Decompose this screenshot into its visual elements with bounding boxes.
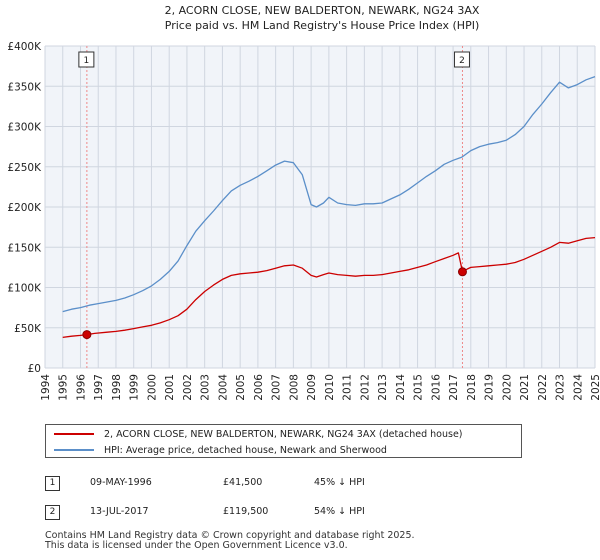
chart-subtitle: Price paid vs. HM Land Registry's House … [165,19,480,32]
footer-line-1: Contains HM Land Registry data © Crown c… [45,530,415,541]
annotation-label-2: 2 [459,56,465,66]
sale-point-2 [457,267,467,277]
y-tick-label: £200K [7,202,42,214]
x-tick-label: 2022 [537,374,549,401]
legend-item-property: 2, ACORN CLOSE, NEW BALDERTON, NEWARK, N… [54,426,463,442]
x-tick-label: 2005 [235,374,247,401]
y-tick-label: £250K [7,162,42,174]
y-tick-label: £100K [7,283,42,295]
legend-swatch-hpi [54,449,94,451]
x-tick-label: 2002 [182,374,194,401]
legend: 2, ACORN CLOSE, NEW BALDERTON, NEWARK, N… [45,424,522,458]
table-row-badge: 1 [45,476,60,491]
x-tick-label: 2013 [377,374,389,401]
table-row-price: £41,500 [223,477,263,488]
y-tick-label: £300K [7,122,42,134]
x-tick-label: 2014 [395,374,407,401]
sale-point-1 [82,330,92,340]
series-line-hpi [62,75,596,313]
series-line-property [62,236,596,339]
x-tick-label: 2007 [271,374,283,401]
x-tick-label: 1999 [129,374,141,401]
x-tick-label: 2024 [572,374,584,401]
x-tick-label: 2023 [555,374,567,401]
x-tick-label: 2020 [501,374,513,401]
y-tick-label: £0 [28,363,41,375]
x-tick-label: 1998 [111,374,123,401]
y-tick-label: £400K [7,41,42,53]
x-tick-label: 2000 [146,374,158,401]
legend-item-hpi: HPI: Average price, detached house, Newa… [54,442,387,458]
x-tick-label: 2025 [590,374,600,401]
x-tick-label: 2008 [288,374,300,401]
x-tick-label: 2018 [466,374,478,401]
table-row-price: £119,500 [223,506,269,517]
y-tick-label: £350K [7,81,42,93]
x-tick-label: 1994 [40,374,52,401]
x-tick-label: 2011 [342,374,354,401]
legend-label-property: 2, ACORN CLOSE, NEW BALDERTON, NEWARK, N… [104,428,463,440]
x-tick-label: 2010 [324,374,336,401]
x-tick-label: 2015 [413,374,425,401]
table-row-hpi: 45% ↓ HPI [314,477,365,488]
x-tick-label: 2003 [200,374,212,401]
annotation-badge-1 [78,51,95,68]
y-tick-label: £50K [14,323,42,335]
x-tick-label: 2009 [306,374,318,401]
chart-title: 2, ACORN CLOSE, NEW BALDERTON, NEWARK, N… [165,4,480,17]
x-tick-label: 2016 [430,374,442,401]
y-tick-label: £150K [7,242,42,254]
x-tick-label: 2019 [484,374,496,401]
annotation-label-1: 1 [84,56,90,66]
x-tick-label: 2017 [448,374,460,401]
x-tick-label: 1997 [93,374,105,401]
x-tick-label: 2012 [359,374,371,401]
x-tick-label: 1996 [75,374,87,401]
x-tick-label: 1995 [58,374,70,401]
x-tick-label: 2004 [217,374,229,401]
table-row-hpi: 54% ↓ HPI [314,506,365,517]
x-tick-label: 2006 [253,374,265,401]
x-tick-label: 2021 [519,374,531,401]
chart: 2, ACORN CLOSE, NEW BALDERTON, NEWARK, N… [7,4,600,401]
legend-swatch-property [54,433,94,435]
x-tick-label: 2001 [164,374,176,401]
table-row-date: 13-JUL-2017 [90,506,149,517]
annotation-badge-2 [453,51,470,68]
legend-label-hpi: HPI: Average price, detached house, Newa… [104,444,387,456]
footer: Contains HM Land Registry data © Crown c… [45,531,415,551]
table-row-date: 09-MAY-1996 [90,477,152,488]
table-row-badge: 2 [45,505,60,520]
footer-line-2: This data is licensed under the Open Gov… [45,540,348,551]
